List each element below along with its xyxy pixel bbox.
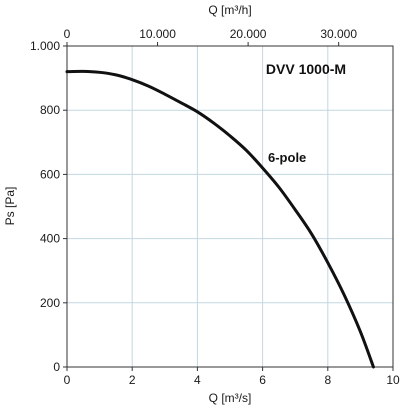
- plot-frame: [66, 45, 394, 368]
- y-tick-label: 600: [40, 167, 60, 181]
- y-tick-label: 1.000: [30, 39, 60, 53]
- x-tick-label: 6: [259, 373, 266, 387]
- chart-title: DVV 1000-M: [266, 61, 346, 77]
- y-tick-label: 800: [40, 103, 60, 117]
- x-tick-label: 4: [194, 373, 201, 387]
- x-tick-label: 2: [129, 373, 136, 387]
- x2-axis-label: Q [m³/h]: [208, 3, 251, 17]
- x2-tick-label: 10.000: [139, 27, 176, 41]
- y-tick-label: 400: [40, 232, 60, 246]
- y-axis-label: Ps [Pa]: [3, 187, 17, 226]
- grid-layer: [67, 46, 393, 367]
- x-tick-label: 8: [324, 373, 331, 387]
- x2-tick-label: 20.000: [230, 27, 267, 41]
- x-tick-label: 0: [64, 373, 71, 387]
- series-line-6-pole: [65, 69, 375, 369]
- tick-labels: 0 2 4 6 8 10 0 10.000 20.000 30.000 0 200 400 600 800 1…: [30, 27, 400, 387]
- series-label-6-pole: 6-pole: [268, 150, 306, 165]
- y-tick-label: 200: [40, 296, 60, 310]
- x-tick-label: 10: [386, 373, 400, 387]
- y-tick-label: 0: [53, 360, 60, 374]
- x-axis-label: Q [m³/s]: [209, 391, 252, 405]
- x2-tick-label: 30.000: [320, 27, 357, 41]
- x2-tick-label: 0: [64, 27, 71, 41]
- ticks-layer: [63, 42, 394, 371]
